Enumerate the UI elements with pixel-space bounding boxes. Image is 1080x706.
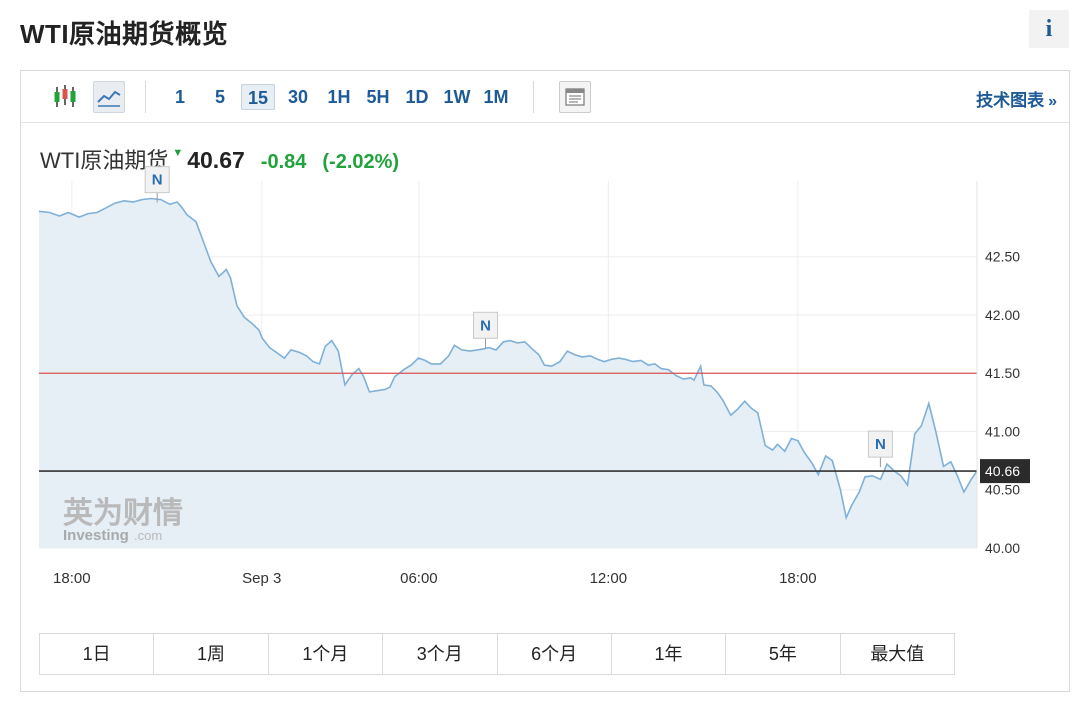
interval-30[interactable]: 30 <box>287 87 309 107</box>
time-range-bar: 1日 1周 1个月 3个月 6个月 1年 5年 最大值 <box>39 633 955 675</box>
last-price-tag-label: 40.66 <box>985 463 1020 479</box>
y-tick-label: 41.50 <box>985 365 1020 381</box>
candlestick-chart-icon[interactable] <box>49 81 81 113</box>
toolbar-divider <box>533 81 534 113</box>
interval-1[interactable]: 1 <box>174 87 185 107</box>
price-change: -0.84 <box>260 151 307 173</box>
x-tick-label: 18:00 <box>779 570 817 587</box>
interval-1w[interactable]: 1W <box>443 87 471 107</box>
last-price: 40.67 <box>187 147 245 173</box>
y-tick-label: 41.00 <box>985 423 1020 439</box>
page-title: WTI原油期货概览 <box>20 19 229 49</box>
interval-1m[interactable]: 1M <box>483 87 509 107</box>
y-tick-label: 42.50 <box>985 249 1020 265</box>
interval-5[interactable]: 5 <box>214 87 225 107</box>
double-chevron-right-icon: » <box>1048 93 1057 110</box>
chart-toolbar: 1 5 15 30 1H 5H 1D 1W 1M 技术图表» <box>21 71 1069 123</box>
x-tick-label: 12:00 <box>590 570 628 587</box>
range-button[interactable]: 5年 <box>726 634 841 674</box>
toolbar-divider <box>145 81 146 113</box>
news-marker[interactable] <box>472 311 498 339</box>
last-price-tag <box>980 459 1030 484</box>
news-icon[interactable] <box>559 81 591 113</box>
range-button[interactable]: 1日 <box>40 634 155 674</box>
range-button[interactable]: 1个月 <box>269 634 384 674</box>
technical-chart-label: 技术图表 <box>976 91 1045 110</box>
y-tick-label: 40.50 <box>985 482 1020 498</box>
info-icon[interactable]: i <box>1029 10 1069 48</box>
x-tick-label: Sep 3 <box>242 570 281 587</box>
watermark-en-suffix: .com <box>134 528 162 543</box>
news-marker-label: N <box>152 172 163 189</box>
watermark-cn: 英为财情 <box>63 496 183 531</box>
price-change-percent: (-2.02%) <box>322 151 400 173</box>
range-button[interactable]: 1年 <box>612 634 727 674</box>
range-button[interactable]: 6个月 <box>498 634 612 674</box>
news-marker[interactable] <box>144 166 170 194</box>
series-line <box>38 197 978 521</box>
x-tick-label: 18:00 <box>53 570 91 587</box>
news-marker[interactable] <box>867 430 893 458</box>
interval-5h[interactable]: 5H <box>366 87 390 107</box>
interval-1d[interactable]: 1D <box>405 87 429 107</box>
range-button[interactable]: 3个月 <box>383 634 498 674</box>
line-chart-icon[interactable] <box>93 81 125 113</box>
y-tick-label: 40.00 <box>985 540 1020 556</box>
news-marker-label: N <box>875 436 886 453</box>
y-tick-label: 42.00 <box>985 307 1020 323</box>
interval-15[interactable]: 15 <box>241 84 275 110</box>
technical-chart-link[interactable]: 技术图表» <box>976 86 1057 111</box>
range-button[interactable]: 最大值 <box>870 644 925 664</box>
price-down-icon: ▼ <box>172 147 184 159</box>
chart-panel: 1 5 15 30 1H 5H 1D 1W 1M 技术图表» WTI原油期货 ▼ 40.67 -0.8… <box>20 70 1070 692</box>
x-tick-label: 06:00 <box>400 570 438 587</box>
quote-header: WTI原油期货 ▼ 40.67 -0.84 (-2.02%) <box>40 143 399 173</box>
range-button[interactable]: 1周 <box>154 634 269 674</box>
news-marker-label: N <box>480 317 491 334</box>
interval-1h[interactable]: 1H <box>327 87 351 107</box>
watermark-en: Investing <box>63 527 129 544</box>
